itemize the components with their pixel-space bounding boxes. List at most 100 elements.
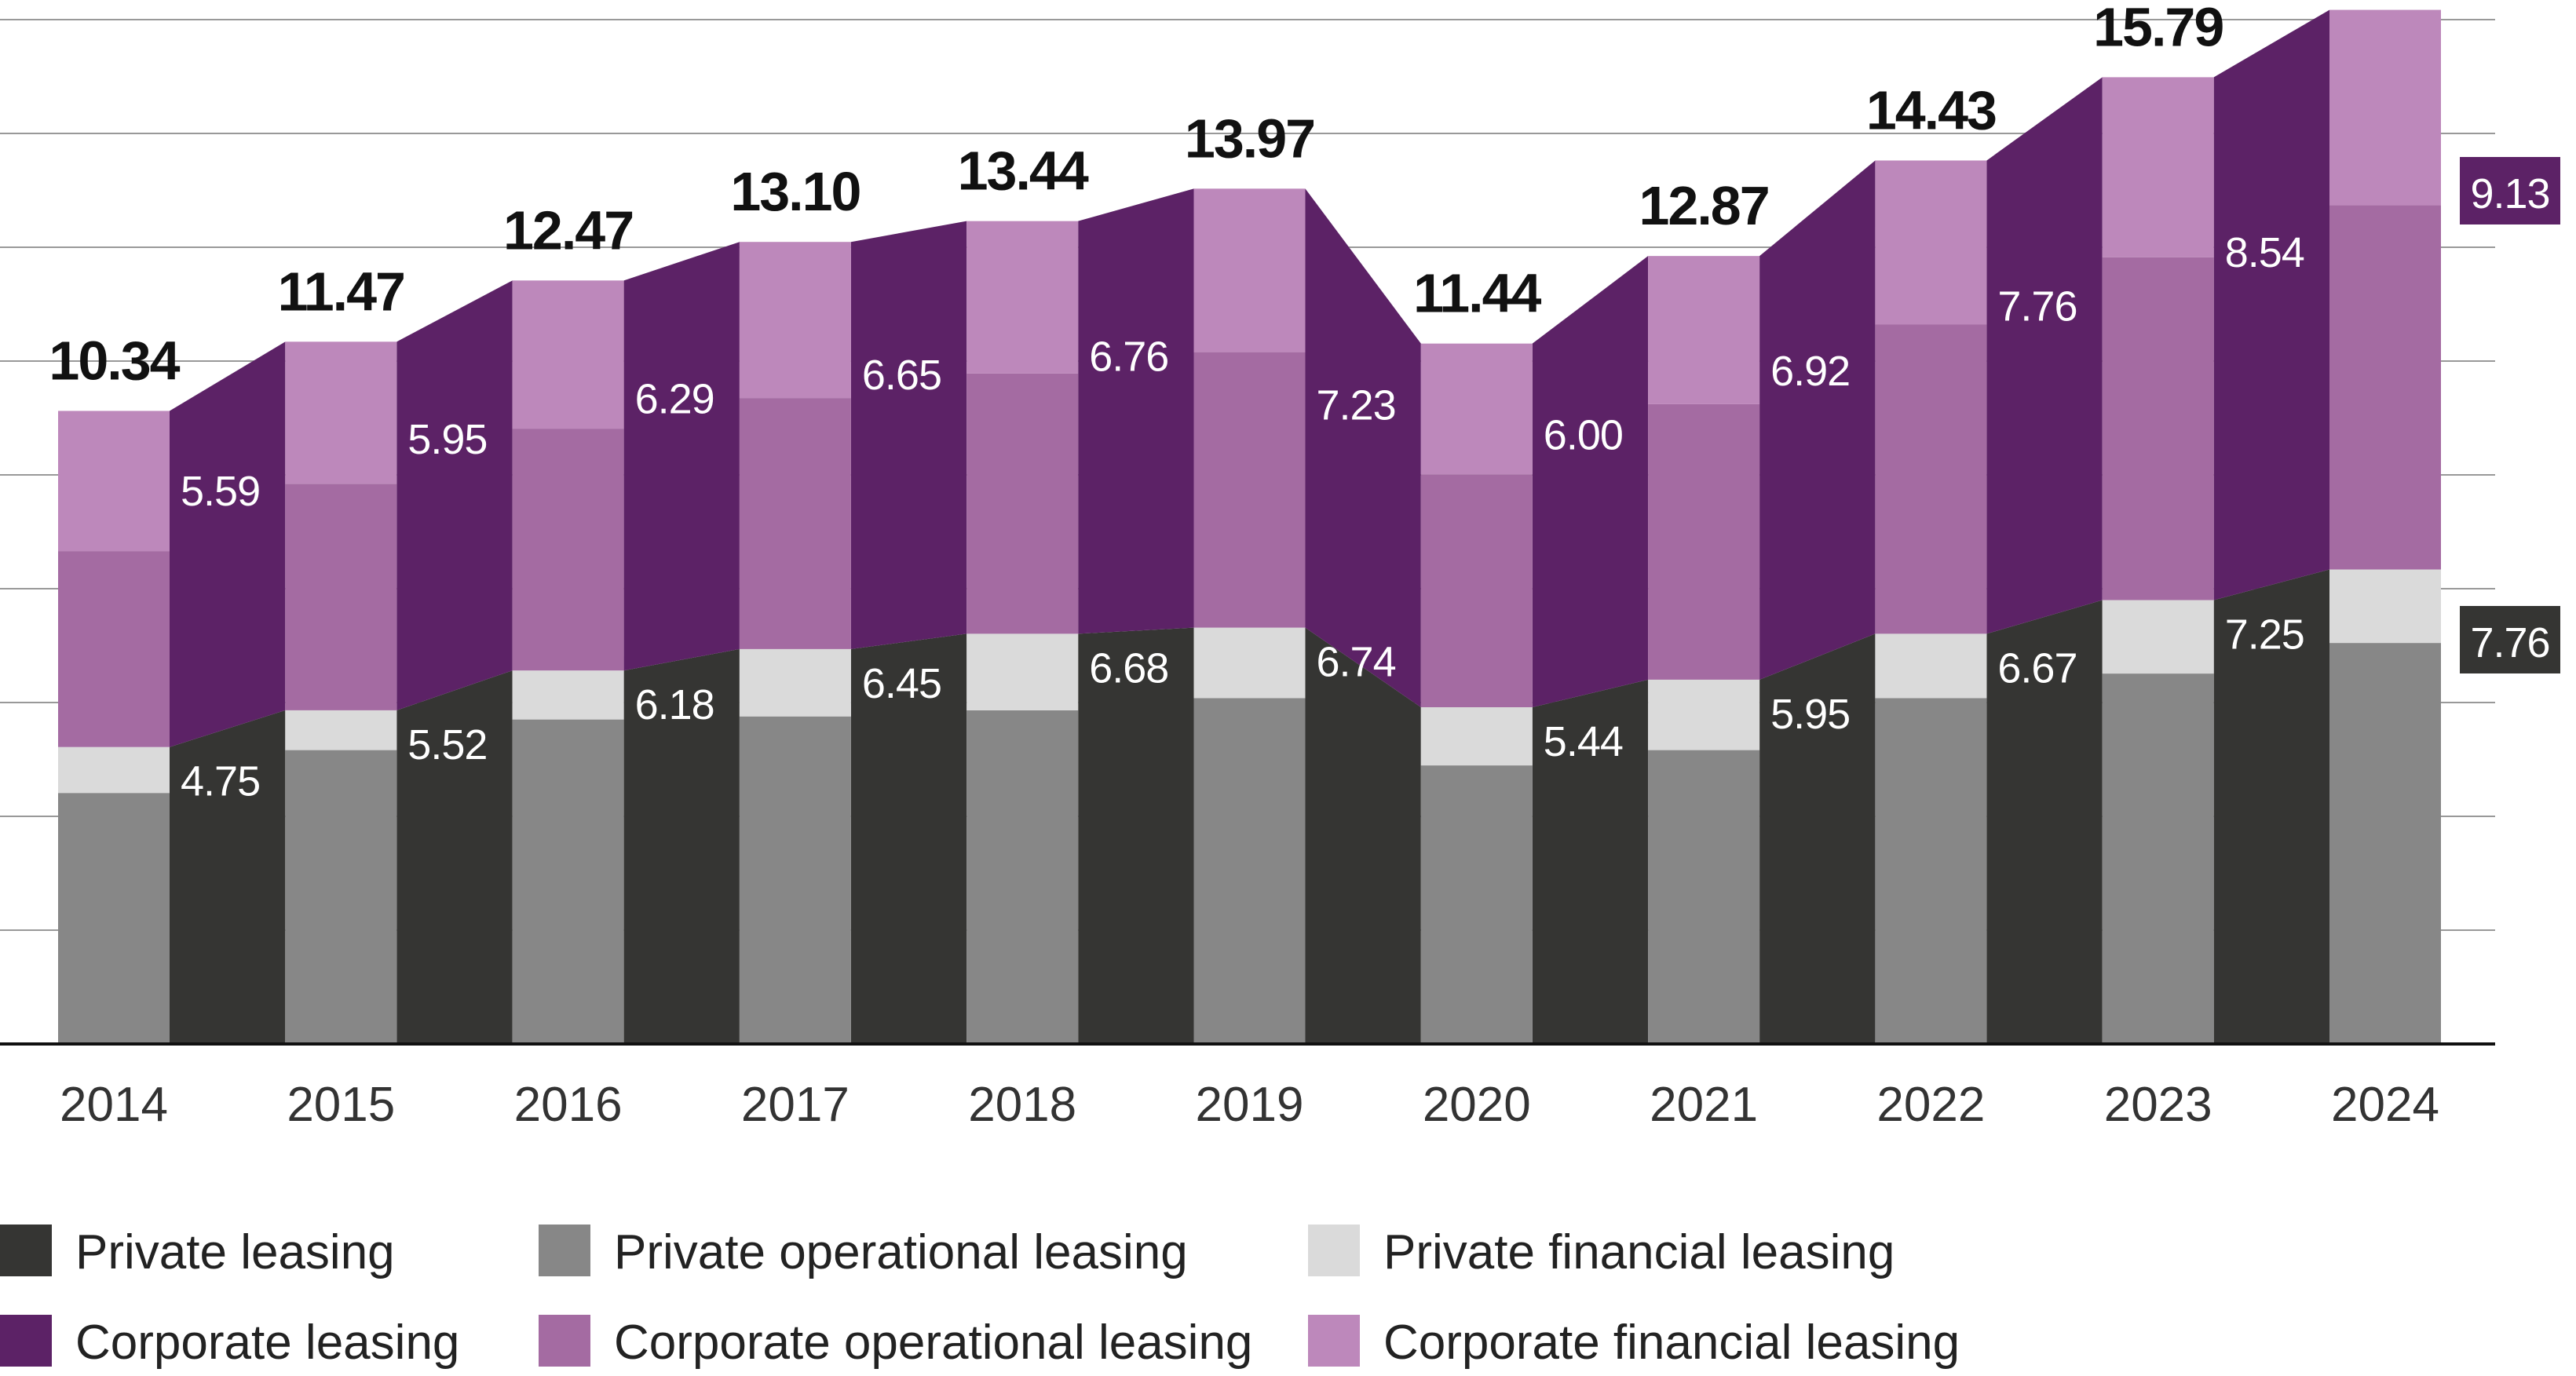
corporate-leasing-side-label: 9.13 <box>2470 170 2549 217</box>
x-tick-label: 2021 <box>1650 1078 1758 1132</box>
x-tick-label: 2019 <box>1196 1078 1304 1132</box>
corporate-operational-segment <box>285 484 397 710</box>
corporate-leasing-band <box>396 280 513 710</box>
private-operational-segment <box>739 716 851 1044</box>
private-operational-leasing-legend-label: Private operational leasing <box>614 1225 1188 1279</box>
private-leasing-label: 5.52 <box>407 721 487 768</box>
private-leasing-legend-label: Private leasing <box>75 1225 395 1279</box>
total-value-label: 13.10 <box>730 161 860 222</box>
private-operational-segment <box>58 793 170 1044</box>
private-leasing-band <box>1986 600 2103 1044</box>
corporate-leasing-band <box>1759 160 1876 680</box>
private-leasing-band <box>2213 569 2329 1044</box>
corporate-financial-segment <box>1193 188 1306 352</box>
corporate-operational-segment <box>58 551 170 747</box>
private-operational-leasing-legend-swatch <box>539 1225 590 1276</box>
corporate-financial-segment <box>739 242 851 399</box>
private-operational-segment <box>1420 765 1533 1044</box>
private-leasing-band <box>1532 679 1649 1044</box>
private-financial-segment <box>966 633 1079 710</box>
x-tick-label: 2022 <box>1876 1078 1985 1132</box>
corporate-operational-segment <box>1420 474 1533 707</box>
corporate-operational-segment <box>1875 324 1987 634</box>
private-financial-segment <box>1420 707 1533 766</box>
corporate-leasing-band <box>850 221 967 649</box>
private-financial-segment <box>285 710 397 750</box>
total-value-label: 11.44 <box>1413 263 1541 324</box>
x-tick-label: 2017 <box>741 1078 850 1132</box>
total-value-label: 12.87 <box>1639 175 1769 236</box>
corporate-operational-leasing-legend-label: Corporate operational leasing <box>614 1316 1252 1370</box>
private-financial-leasing-legend-swatch <box>1308 1225 1360 1276</box>
corporate-leasing-band <box>170 341 286 747</box>
private-leasing-label: 6.45 <box>862 660 941 707</box>
private-operational-segment <box>1193 698 1306 1044</box>
corporate-leasing-label: 6.29 <box>635 376 714 423</box>
private-financial-segment <box>739 648 851 717</box>
private-leasing-side-box <box>2460 606 2560 673</box>
corporate-leasing-label: 5.95 <box>407 416 487 463</box>
corporate-financial-segment <box>966 221 1079 374</box>
private-leasing-band <box>850 633 967 1044</box>
corporate-leasing-label: 8.54 <box>2225 229 2304 276</box>
private-leasing-label: 6.68 <box>1089 644 1168 692</box>
corporate-financial-segment <box>285 341 397 484</box>
private-financial-segment <box>2102 600 2214 674</box>
corporate-leasing-band <box>1305 188 1421 708</box>
total-value-label: 13.44 <box>958 141 1089 202</box>
corporate-financial-segment <box>2102 77 2214 257</box>
private-leasing-band <box>1305 627 1421 1044</box>
corporate-financial-segment <box>1420 343 1533 475</box>
private-financial-leasing-legend-label: Private financial leasing <box>1383 1225 1895 1279</box>
corporate-operational-segment <box>2329 205 2441 570</box>
corporate-leasing-side-box <box>2460 157 2560 224</box>
private-leasing-label: 6.67 <box>1997 644 2077 692</box>
private-leasing-label: 4.75 <box>181 758 260 805</box>
private-financial-segment <box>1648 679 1760 750</box>
private-leasing-band <box>170 710 286 1044</box>
corporate-leasing-label: 6.92 <box>1770 348 1850 395</box>
x-tick-label: 2015 <box>287 1078 395 1132</box>
total-value-label: 14.43 <box>1866 79 1996 141</box>
private-leasing-label: 5.95 <box>1770 691 1850 738</box>
private-leasing-band <box>1078 627 1194 1044</box>
private-leasing-label: 6.18 <box>635 681 714 728</box>
total-value-label: 13.97 <box>1185 108 1314 169</box>
private-operational-segment <box>2102 673 2214 1044</box>
x-tick-label: 2018 <box>968 1078 1076 1132</box>
x-tick-label: 2014 <box>60 1078 168 1132</box>
private-leasing-side-label: 7.76 <box>2470 619 2549 666</box>
corporate-financial-leasing-legend-label: Corporate financial leasing <box>1383 1316 1960 1370</box>
x-tick-label: 2016 <box>514 1078 623 1132</box>
corporate-leasing-label: 5.59 <box>181 468 260 515</box>
corporate-financial-segment <box>58 411 170 552</box>
corporate-leasing-band <box>1986 77 2103 634</box>
private-leasing-band <box>396 670 513 1044</box>
private-leasing-label: 7.25 <box>2225 611 2304 659</box>
total-value-label: 15.79 <box>2093 0 2223 57</box>
corporate-operational-segment <box>512 429 624 671</box>
corporate-operational-segment <box>966 373 1079 634</box>
corporate-leasing-label: 7.23 <box>1317 382 1396 429</box>
corporate-leasing-legend-swatch <box>0 1315 52 1367</box>
total-value-label: 10.34 <box>49 330 180 391</box>
private-operational-segment <box>966 710 1079 1044</box>
private-leasing-band <box>623 648 740 1044</box>
corporate-leasing-label: 6.76 <box>1089 333 1168 380</box>
corporate-financial-segment <box>1648 256 1760 404</box>
private-financial-segment <box>1875 633 1987 699</box>
private-leasing-label: 5.44 <box>1544 718 1623 765</box>
private-leasing-band <box>1759 633 1876 1044</box>
corporate-leasing-label: 7.76 <box>1997 283 2077 330</box>
corporate-leasing-band <box>623 242 740 671</box>
corporate-operational-leasing-legend-swatch <box>539 1315 590 1367</box>
private-operational-segment <box>512 719 624 1044</box>
private-leasing-label: 6.74 <box>1317 639 1396 686</box>
corporate-financial-segment <box>2329 9 2441 206</box>
private-financial-segment <box>58 746 170 794</box>
x-tick-label: 2024 <box>2331 1078 2439 1132</box>
private-financial-segment <box>512 670 624 720</box>
corporate-operational-segment <box>1193 352 1306 628</box>
private-financial-segment <box>2329 569 2441 644</box>
private-operational-segment <box>1875 698 1987 1044</box>
